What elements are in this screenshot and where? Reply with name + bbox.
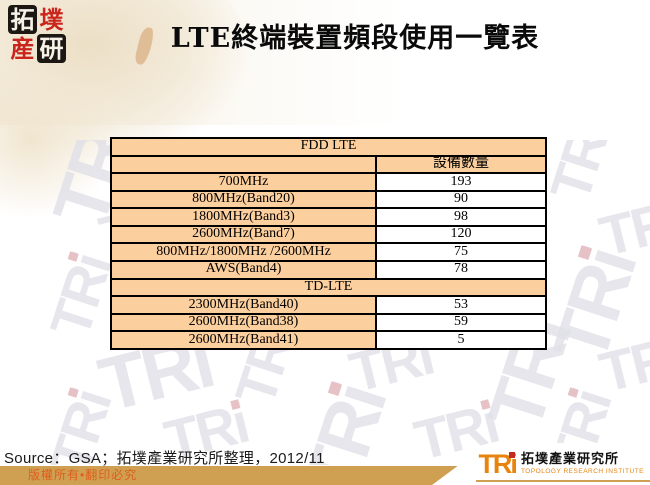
- tri-name-block: 拓墣產業研究所 TOPOLOGY RESEARCH INSTITUTE: [520, 451, 644, 476]
- seal-char-tuo: 拓: [8, 5, 37, 34]
- band-label-cell: 800MHz(Band20): [110, 189, 377, 210]
- tri-watermark-tile: TRi: [593, 323, 650, 404]
- device-count-cell: 59: [374, 312, 548, 333]
- value-column-header: 設備數量: [374, 154, 548, 175]
- section-header-cell: FDD LTE: [109, 137, 548, 157]
- tri-cjk-name: 拓墣產業研究所: [520, 451, 619, 467]
- logo-underline: [476, 480, 650, 482]
- tri-seal-logo: 拓 墣 産 研: [8, 5, 66, 63]
- slide-title: LTE終端裝置頻段使用一覽表: [170, 23, 540, 54]
- device-count-cell: 75: [374, 242, 548, 263]
- tri-watermark-tile: TRi: [538, 140, 623, 208]
- device-count-cell: 78: [374, 260, 548, 280]
- seal-char-yan: 研: [37, 34, 66, 63]
- tri-watermark-tile: TRi: [593, 187, 650, 268]
- device-count-cell: 5: [374, 330, 548, 350]
- band-label-cell: 1800MHz(Band3): [110, 207, 377, 227]
- tri-watermark-tile: TRi: [37, 247, 124, 345]
- tri-logo-bottomright: TRi 拓墣產業研究所 TOPOLOGY RESEARCH INSTITUTE: [432, 443, 650, 485]
- seal-char-chan: 産: [10, 33, 35, 63]
- tri-wordmark: TRi: [478, 448, 517, 479]
- band-label-cell: 2600MHz(Band41): [110, 330, 377, 350]
- device-count-cell: 53: [374, 295, 548, 315]
- tri-watermark-tile: TRi: [537, 239, 650, 372]
- band-label-cell: 800MHz/1800MHz /2600MHz: [110, 242, 377, 263]
- source-note: Source：GSA；拓墣產業研究所整理，2012/11: [4, 450, 325, 467]
- band-label-cell: 2300MHz(Band40): [110, 295, 377, 315]
- band-label-cell: 2600MHz(Band38): [110, 312, 377, 333]
- seal-char-pu: 墣: [39, 4, 64, 34]
- band-label-cell: 2600MHz(Band7): [110, 224, 377, 245]
- empty-cell: [110, 154, 377, 175]
- band-label-cell: AWS(Band4): [110, 260, 377, 280]
- device-count-cell: 90: [374, 189, 548, 210]
- device-count-cell: 120: [374, 224, 548, 245]
- copyright-text: 版權所有•翻印必究: [28, 468, 138, 482]
- section-header-cell: TD-LTE: [109, 277, 548, 298]
- band-label-cell: 700MHz: [110, 172, 377, 192]
- band-usage-table: FDD LTE 設備數量 700MHz 193 800MHz(Band20) 90 1800…: [109, 137, 548, 350]
- device-count-cell: 193: [374, 172, 548, 192]
- tri-english-name: TOPOLOGY RESEARCH INSTITUTE: [520, 467, 644, 475]
- device-count-cell: 98: [374, 207, 548, 227]
